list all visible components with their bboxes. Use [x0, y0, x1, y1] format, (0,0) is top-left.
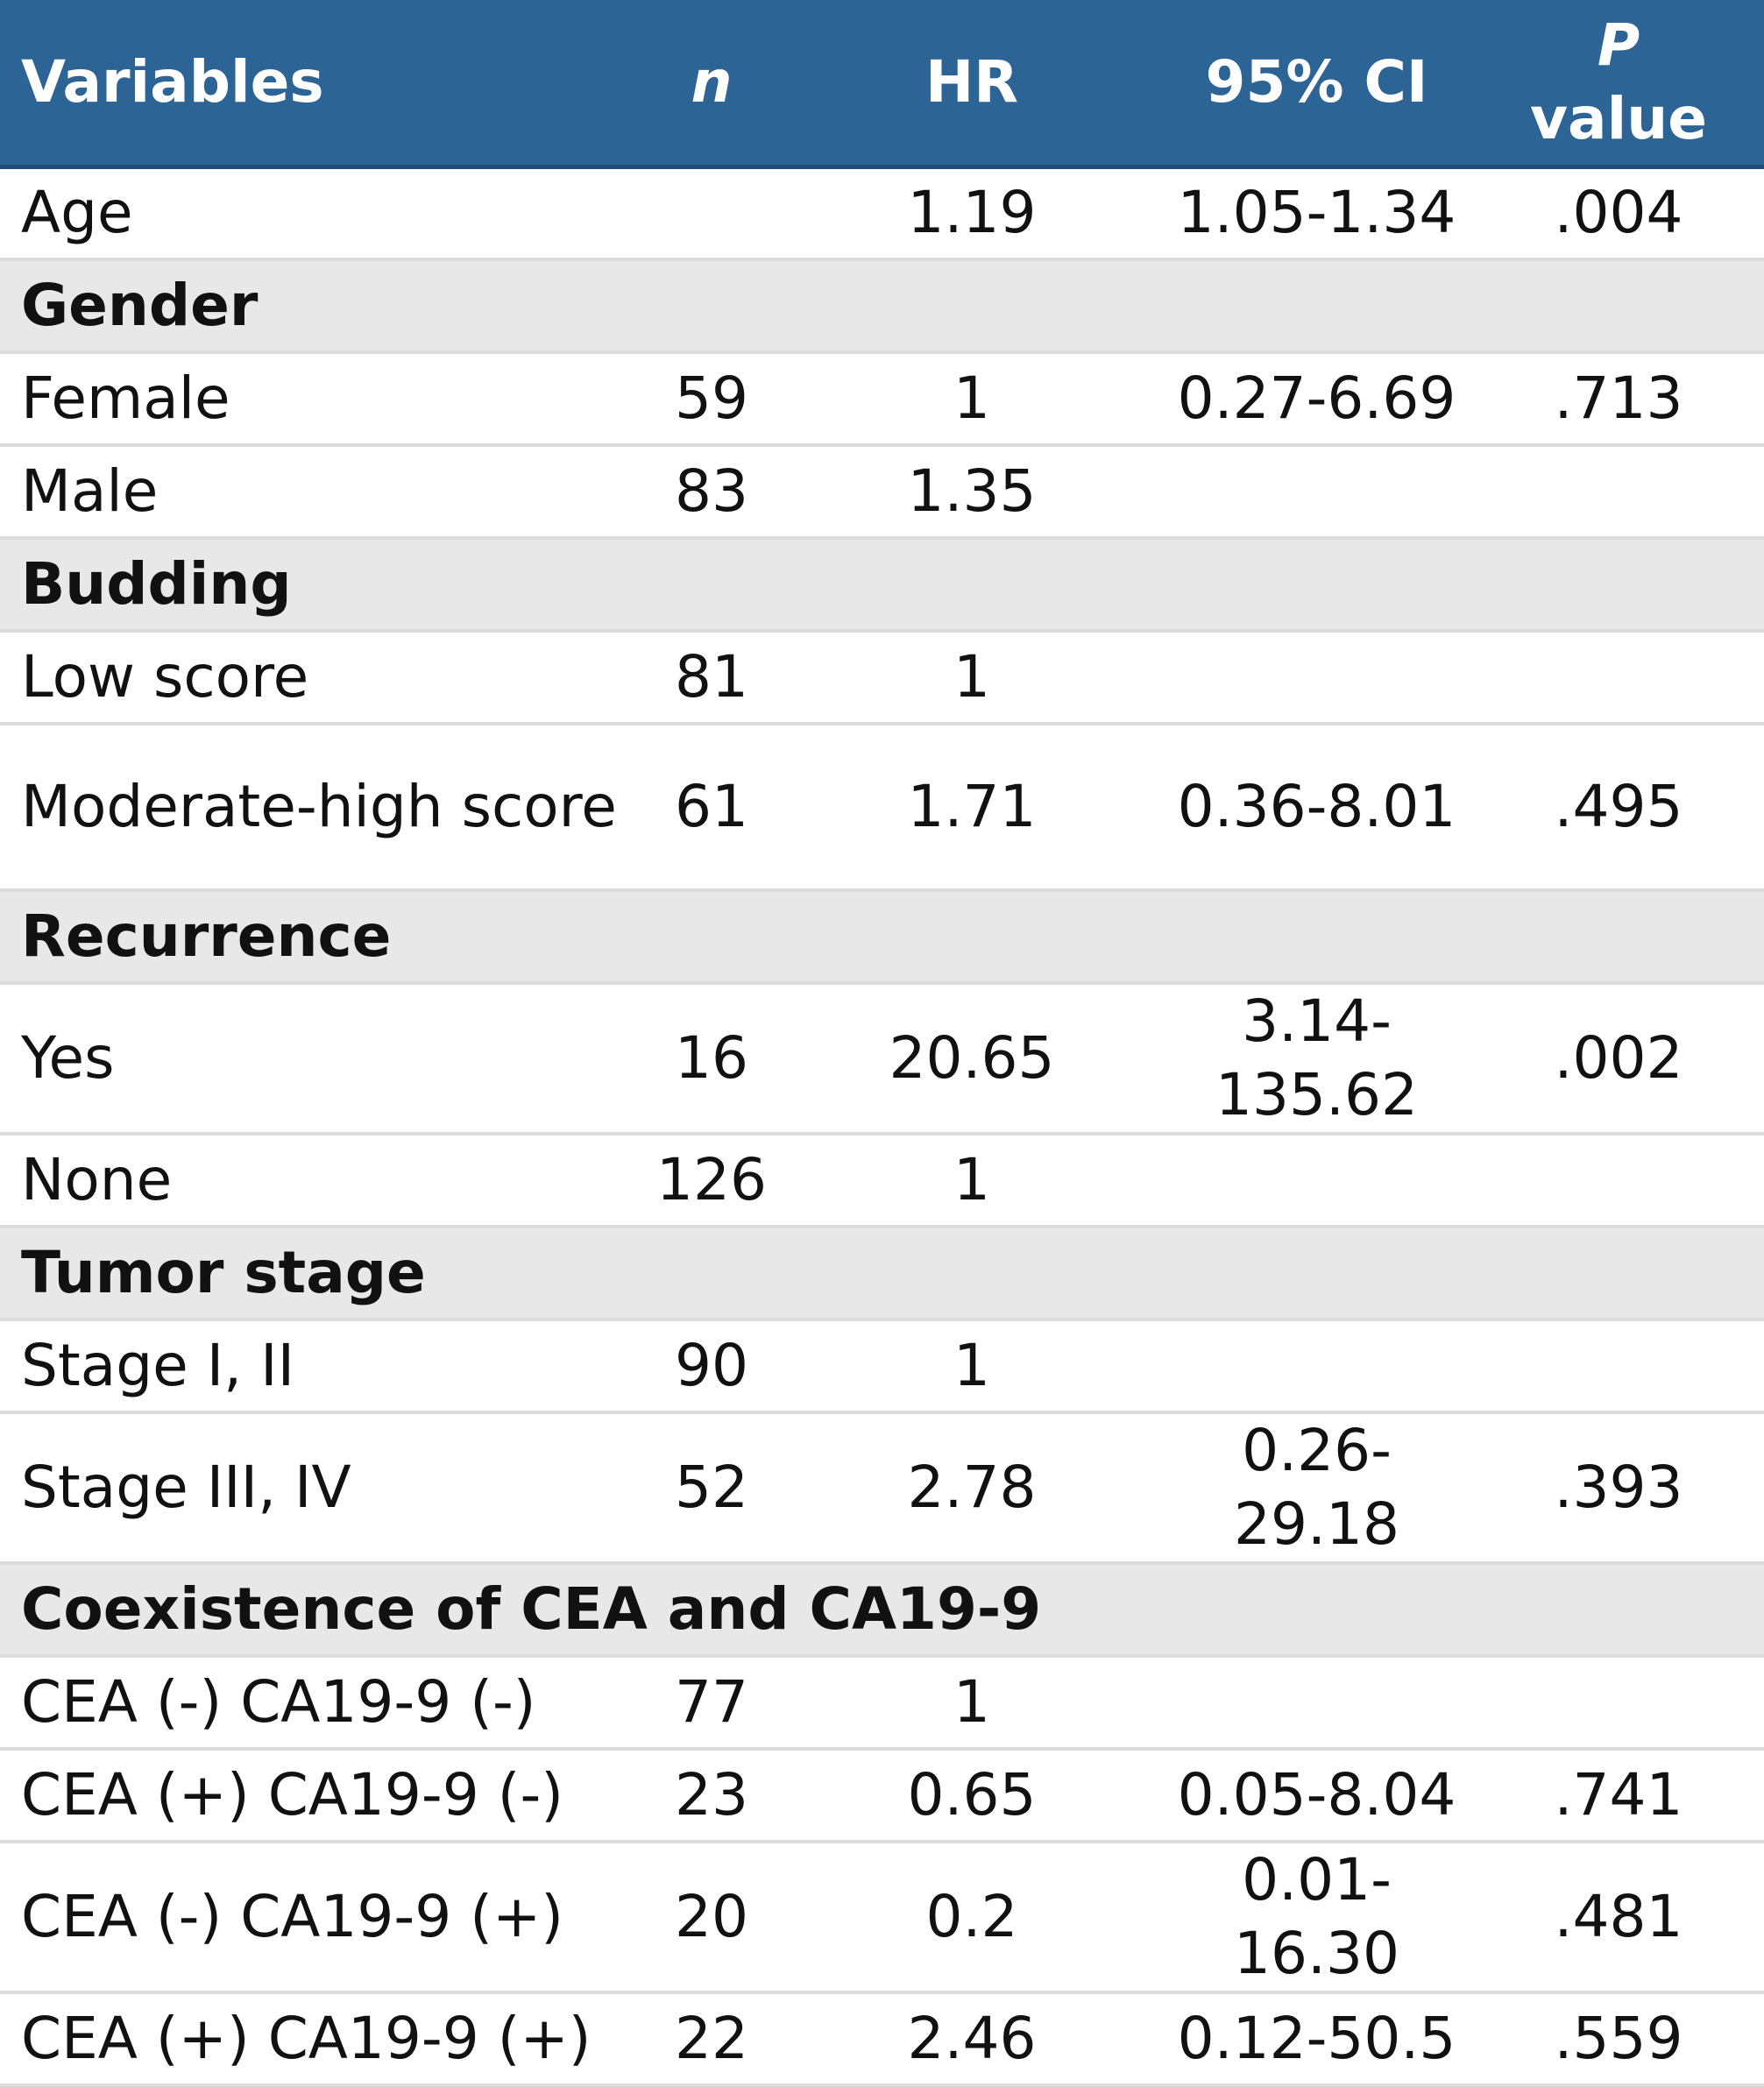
row-label: Female — [0, 352, 640, 447]
group-row: Budding — [0, 538, 1764, 633]
row-label: Moderate-high score — [0, 724, 640, 892]
header-p-value: P value — [1473, 0, 1764, 169]
cell-ci — [1160, 631, 1473, 725]
cell-p — [1473, 631, 1764, 725]
cell-n: 83 — [640, 445, 783, 540]
cell-ci — [1160, 445, 1473, 540]
cell-n — [640, 166, 783, 261]
row-label: Male — [0, 445, 640, 540]
group-row: Coexistence of CEA and CA19-9 — [0, 1563, 1764, 1658]
cell-n: 90 — [640, 1319, 783, 1414]
group-label: Coexistence of CEA and CA19-9 — [0, 1563, 1764, 1658]
row-label: CEA (-) CA19-9 (-) — [0, 1656, 640, 1751]
cell-hr: 0.65 — [783, 1749, 1160, 1843]
cell-ci: 0.12-50.5 — [1160, 1992, 1473, 2087]
cell-ci — [1160, 1319, 1473, 1414]
cell-p — [1473, 1656, 1764, 1751]
cell-n: 59 — [640, 352, 783, 447]
table-row: CEA (-) CA19-9 (+) 20 0.2 0.01-16.30 .48… — [0, 1842, 1764, 1994]
table-row: Stage I, II 90 1 — [0, 1319, 1764, 1414]
row-label: CEA (+) CA19-9 (-) — [0, 1749, 640, 1843]
cell-n: 52 — [640, 1412, 783, 1565]
row-label: None — [0, 1134, 640, 1228]
table-row: CEA (-) CA19-9 (-) 77 1 — [0, 1656, 1764, 1751]
cell-n: 126 — [640, 1134, 783, 1228]
table-row: None 126 1 — [0, 1134, 1764, 1228]
cell-n: 23 — [640, 1749, 783, 1843]
cell-ci: 0.36-8.01 — [1160, 724, 1473, 892]
cell-n: 20 — [640, 1842, 783, 1994]
cell-n: 77 — [640, 1656, 783, 1751]
row-label: Stage I, II — [0, 1319, 640, 1414]
group-row: Gender — [0, 259, 1764, 354]
cell-ci: 0.01-16.30 — [1160, 1842, 1473, 1994]
group-label: Gender — [0, 259, 1764, 354]
cell-n: 61 — [640, 724, 783, 892]
cell-hr: 1 — [783, 352, 1160, 447]
cell-hr: 1 — [783, 631, 1160, 725]
cell-p: .741 — [1473, 1749, 1764, 1843]
cell-p: .559 — [1473, 1992, 1764, 2087]
table-row: Low score 81 1 — [0, 631, 1764, 725]
header-p-italic: P — [1597, 11, 1640, 79]
cell-ci: 0.05-8.04 — [1160, 1749, 1473, 1843]
cell-hr: 1 — [783, 1134, 1160, 1228]
header-variables: Variables — [0, 0, 640, 169]
header-n: n — [640, 0, 783, 169]
cell-hr: 2.46 — [783, 1992, 1160, 2087]
table-row: Female 59 1 0.27-6.69 .713 — [0, 352, 1764, 447]
cell-p: .004 — [1473, 166, 1764, 261]
cell-hr: 1.35 — [783, 445, 1160, 540]
table-row: Age 1.19 1.05-1.34 .004 — [0, 166, 1764, 261]
row-label: Stage III, IV — [0, 1412, 640, 1565]
table-row: CEA (+) CA19-9 (-) 23 0.65 0.05-8.04 .74… — [0, 1749, 1764, 1843]
table-row: Stage III, IV 52 2.78 0.26-29.18 .393 — [0, 1412, 1764, 1565]
table-row: CEA (+) CA19-9 (+) 22 2.46 0.12-50.5 .55… — [0, 1992, 1764, 2087]
row-label: Yes — [0, 983, 640, 1135]
cell-ci: 3.14-135.62 — [1160, 983, 1473, 1135]
header-row: Variables n HR 95% CI P value — [0, 0, 1764, 169]
cell-hr: 1.19 — [783, 166, 1160, 261]
cell-hr: 1 — [783, 1656, 1160, 1751]
cell-p: .481 — [1473, 1842, 1764, 1994]
cell-n: 81 — [640, 631, 783, 725]
cell-p: .393 — [1473, 1412, 1764, 1565]
cell-p — [1473, 445, 1764, 540]
cell-p: .495 — [1473, 724, 1764, 892]
group-row: Recurrence — [0, 890, 1764, 985]
header-ci: 95% CI — [1160, 0, 1473, 169]
cell-hr: 20.65 — [783, 983, 1160, 1135]
cell-n: 22 — [640, 1992, 783, 2087]
cell-ci: 1.05-1.34 — [1160, 166, 1473, 261]
cell-ci — [1160, 1134, 1473, 1228]
table-row: Male 83 1.35 — [0, 445, 1764, 540]
cell-ci: 0.26-29.18 — [1160, 1412, 1473, 1565]
cell-ci: 0.27-6.69 — [1160, 352, 1473, 447]
cell-hr: 0.2 — [783, 1842, 1160, 1994]
group-label: Budding — [0, 538, 1764, 633]
cell-p: .002 — [1473, 983, 1764, 1135]
cell-hr: 1 — [783, 1319, 1160, 1414]
table-row: Moderate-high score 61 1.71 0.36-8.01 .4… — [0, 724, 1764, 892]
header-hr: HR — [783, 0, 1160, 169]
cell-n: 16 — [640, 983, 783, 1135]
cell-p: .713 — [1473, 352, 1764, 447]
row-label: CEA (+) CA19-9 (+) — [0, 1992, 640, 2087]
cell-ci — [1160, 1656, 1473, 1751]
group-label: Tumor stage — [0, 1227, 1764, 1321]
group-row: Tumor stage — [0, 1227, 1764, 1321]
cell-hr: 2.78 — [783, 1412, 1160, 1565]
cell-p — [1473, 1134, 1764, 1228]
cell-hr: 1.71 — [783, 724, 1160, 892]
group-label: Recurrence — [0, 890, 1764, 985]
header-p-rest: value — [1530, 84, 1707, 152]
row-label: Low score — [0, 631, 640, 725]
row-label: Age — [0, 166, 640, 261]
cell-p — [1473, 1319, 1764, 1414]
table-row: Yes 16 20.65 3.14-135.62 .002 — [0, 983, 1764, 1135]
row-label: CEA (-) CA19-9 (+) — [0, 1842, 640, 1994]
